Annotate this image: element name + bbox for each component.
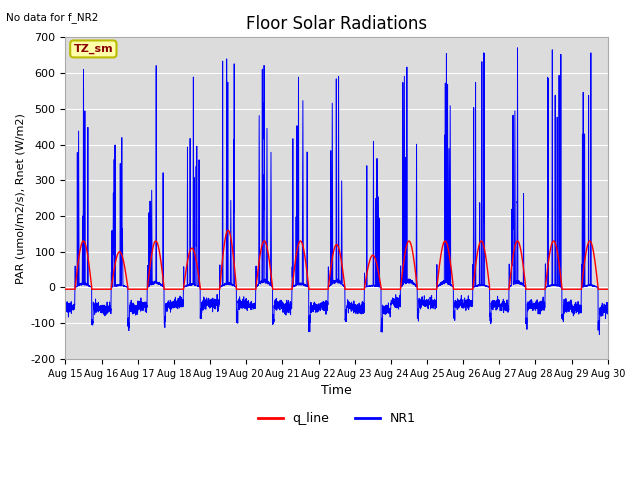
Line: NR1: NR1 — [65, 48, 608, 335]
NR1 — [458, 305, 466, 311]
NR1 — [316, 304, 324, 310]
NR1 — [596, 332, 604, 337]
q_line — [604, 287, 612, 292]
NR1 — [428, 303, 436, 309]
q_line — [317, 287, 324, 292]
q_line — [159, 274, 166, 280]
q_line — [224, 228, 232, 233]
NR1 — [604, 300, 612, 306]
q_line — [61, 287, 69, 292]
q_line — [428, 287, 436, 292]
NR1 — [514, 45, 522, 51]
Text: TZ_sm: TZ_sm — [74, 44, 113, 54]
NR1 — [61, 307, 69, 312]
Line: q_line: q_line — [65, 230, 608, 289]
NR1 — [159, 283, 166, 289]
Y-axis label: PAR (umol/m2/s), Rnet (W/m2): PAR (umol/m2/s), Rnet (W/m2) — [15, 113, 25, 284]
Legend: q_line, NR1: q_line, NR1 — [253, 407, 420, 430]
Text: No data for f_NR2: No data for f_NR2 — [6, 12, 99, 23]
NR1 — [604, 310, 611, 315]
q_line — [458, 287, 466, 292]
q_line — [489, 287, 497, 292]
q_line — [604, 287, 611, 292]
Title: Floor Solar Radiations: Floor Solar Radiations — [246, 15, 427, 33]
X-axis label: Time: Time — [321, 384, 352, 397]
NR1 — [489, 302, 497, 308]
